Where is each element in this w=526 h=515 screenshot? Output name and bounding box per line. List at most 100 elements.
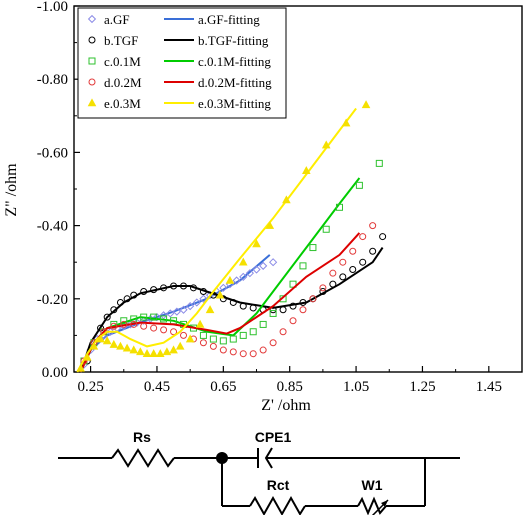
legend-fit-label: a.GF-fitting	[198, 12, 260, 27]
x-tick-label: 0.45	[144, 379, 170, 395]
data-point	[249, 304, 257, 312]
data-point	[219, 337, 227, 345]
legend-marker	[87, 98, 97, 107]
data-point	[76, 363, 85, 372]
legend-marker	[88, 36, 96, 44]
warburg-arrowhead	[381, 500, 388, 507]
data-point	[309, 295, 317, 303]
data-point	[339, 258, 347, 266]
data-point	[123, 295, 131, 303]
data-point	[195, 319, 205, 328]
data-point	[122, 343, 132, 352]
legend-fit-label: e.0.3M-fitting	[198, 96, 271, 111]
data-point	[120, 320, 128, 328]
data-point	[199, 294, 208, 303]
y-axis-ticks: 0.00 -0.20 -0.40 -0.60 -0.80 -1.00	[37, 0, 80, 381]
data-point	[170, 282, 178, 290]
data-point	[209, 342, 217, 350]
x-axis-label: Z' /ohm	[261, 397, 311, 412]
data-point	[299, 298, 307, 306]
x-tick-label: 1.25	[409, 379, 435, 395]
data-point	[229, 348, 237, 356]
data-point	[109, 339, 119, 348]
data-point	[319, 287, 327, 295]
data-point	[269, 339, 277, 347]
data-point	[160, 284, 168, 292]
data-point	[199, 339, 207, 347]
data-point	[130, 315, 138, 323]
legend-box	[77, 7, 287, 119]
data-point	[179, 305, 188, 314]
legend-fit-label: d.0.2M-fitting	[198, 75, 272, 90]
data-point	[289, 317, 297, 325]
y-axis-label: Z" /ohm	[3, 163, 20, 217]
data-point	[199, 331, 207, 339]
legend-fit-label: b.TGF-fitting	[198, 33, 269, 48]
data-point	[160, 315, 168, 323]
data-point	[110, 306, 118, 314]
data-point	[225, 275, 235, 284]
data-point	[322, 225, 330, 233]
data-point	[299, 306, 307, 314]
data-point	[140, 287, 148, 295]
data-point	[239, 350, 247, 358]
data-point	[375, 159, 383, 167]
legend-label: a.GF	[104, 12, 130, 27]
data-point	[239, 331, 247, 339]
data-point	[89, 341, 99, 350]
legend-fit-label: c.0.1M-fitting	[198, 54, 271, 69]
y-tick-label: -1.00	[37, 0, 68, 15]
data-point	[319, 284, 327, 292]
data-point	[116, 341, 125, 350]
data-point	[185, 334, 195, 343]
x-tick-label: 0.65	[210, 379, 236, 395]
nyquist-chart: 0.00-0.20-0.40-0.60-0.80-1.00 0.25 0.45 0.…	[3, 0, 523, 412]
data-point	[329, 280, 337, 288]
data-point	[252, 239, 261, 248]
data-point	[205, 305, 215, 314]
data-point	[120, 317, 128, 325]
cpe-label: CPE1	[255, 429, 292, 445]
data-point	[155, 349, 165, 358]
legend-label: b.TGF	[104, 33, 138, 48]
data-point	[259, 320, 267, 328]
data-point	[289, 280, 297, 288]
data-point	[82, 352, 92, 361]
data-point	[169, 345, 178, 354]
data-point	[229, 298, 237, 306]
data-point	[252, 265, 261, 274]
data-point	[116, 298, 124, 306]
data-point	[229, 335, 237, 343]
data-point	[289, 302, 297, 310]
fit-line-4	[76, 107, 357, 373]
data-point	[219, 295, 227, 303]
data-point	[232, 276, 241, 285]
data-point	[321, 140, 331, 149]
x-axis-ticks: 0.25 0.45 0.65 0.85 1.05 1.25 1.45	[77, 366, 502, 395]
circuit-node	[216, 452, 228, 464]
data-point	[175, 341, 185, 350]
data-point	[136, 347, 145, 356]
legend-marker	[87, 14, 97, 24]
data-point	[219, 346, 227, 354]
data-point	[329, 269, 337, 277]
y-tick-label: -0.20	[37, 292, 68, 308]
data-point	[166, 309, 175, 318]
data-point	[359, 258, 367, 266]
legend: a.GF a.GF-fitting b.TGF b.TGF-fitting c.0.1M…	[77, 7, 287, 119]
data-point	[359, 233, 367, 241]
x-tick-label: 1.45	[476, 379, 502, 395]
data-point	[96, 334, 105, 343]
data-point	[162, 347, 172, 356]
data-point	[269, 258, 278, 267]
legend-marker	[88, 57, 96, 65]
data-point	[361, 100, 371, 109]
y-tick-label: 0.00	[42, 365, 68, 381]
x-tick-label: 0.25	[77, 379, 103, 395]
data-point	[259, 346, 267, 354]
data-point	[192, 298, 201, 307]
data-point	[215, 290, 225, 299]
data-point	[301, 166, 311, 174]
data-point	[180, 331, 188, 339]
data-point	[279, 306, 287, 314]
